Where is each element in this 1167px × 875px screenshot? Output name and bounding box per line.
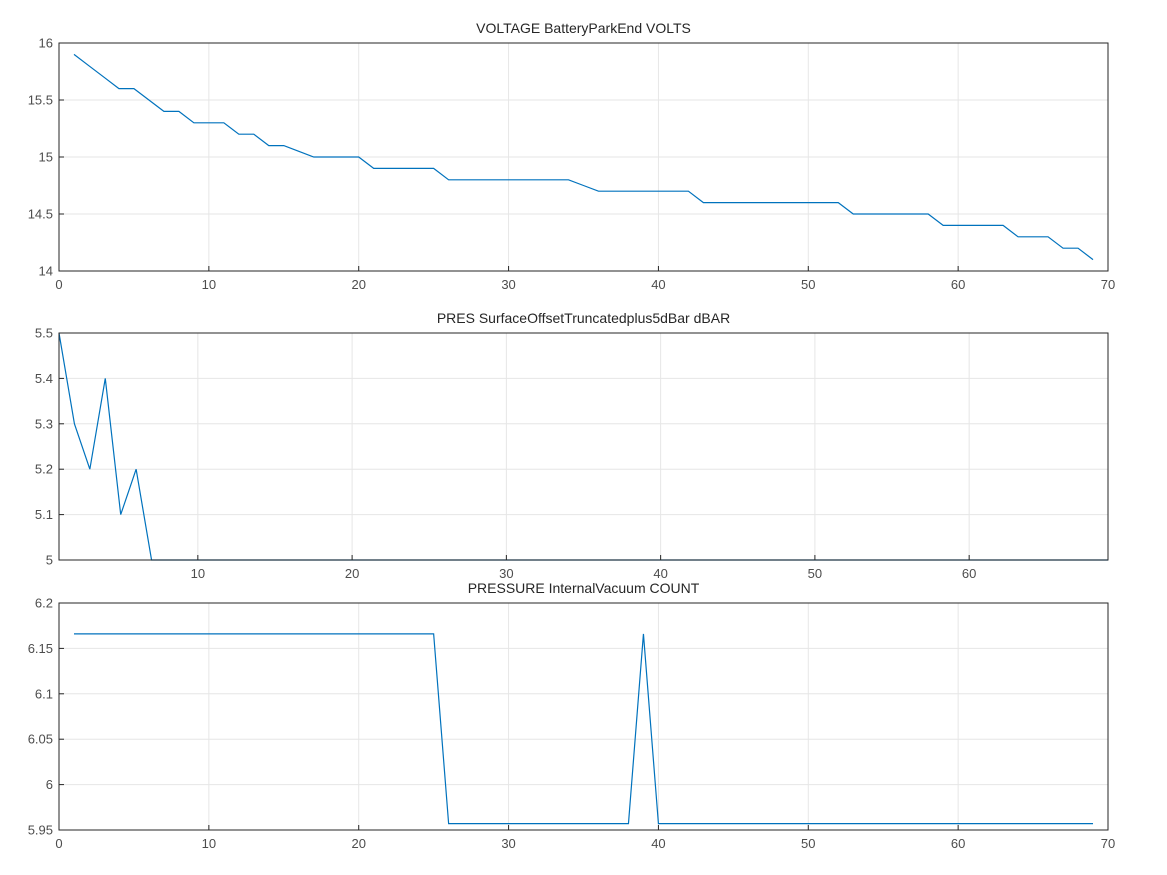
- y-tick-label: 14.5: [28, 207, 53, 222]
- x-tick-label: 20: [351, 836, 365, 851]
- x-tick-label: 50: [801, 277, 815, 292]
- y-tick-label: 5.1: [35, 507, 53, 522]
- y-tick-label: 6.1: [35, 686, 53, 701]
- y-tick-label: 16: [39, 36, 53, 51]
- y-tick-label: 14: [39, 264, 53, 279]
- x-tick-label: 60: [962, 566, 976, 581]
- y-tick-label: 6.05: [28, 732, 53, 747]
- y-tick-label: 5.3: [35, 416, 53, 431]
- x-tick-label: 70: [1101, 836, 1115, 851]
- x-tick-label: 0: [55, 277, 62, 292]
- y-tick-label: 6: [46, 777, 53, 792]
- x-tick-label: 30: [499, 566, 513, 581]
- x-tick-label: 70: [1101, 277, 1115, 292]
- y-tick-label: 15: [39, 150, 53, 165]
- x-tick-label: 10: [202, 277, 216, 292]
- chart-panel-2: 10 20 30 40 50 60 5 5.1 5.2 5.3 5.4 5.5 PRES Surface…: [35, 310, 1109, 581]
- x-tick-label: 60: [951, 836, 965, 851]
- axes-frame: [58, 602, 1109, 831]
- x-tick-label: 40: [651, 277, 665, 292]
- x-tick-label: 40: [653, 566, 667, 581]
- plot-area: [59, 333, 1108, 560]
- chart-title: VOLTAGE BatteryParkEnd VOLTS: [476, 20, 691, 36]
- x-tick-label: 30: [501, 277, 515, 292]
- plot-area: [59, 603, 1108, 830]
- y-tick-label: 5.95: [28, 823, 53, 838]
- x-tick-label: 40: [651, 836, 665, 851]
- series-line-1: [73, 633, 1094, 825]
- y-tick-label: 6.15: [28, 641, 53, 656]
- y-tick-label: 15.5: [28, 93, 53, 108]
- x-tick-label: 20: [351, 277, 365, 292]
- x-tick-label: 20: [345, 566, 359, 581]
- x-tick-label: 60: [951, 277, 965, 292]
- x-tick-label: 10: [191, 566, 205, 581]
- y-tick-label: 6.2: [35, 596, 53, 611]
- axes-frame: [58, 332, 1109, 561]
- y-tick-label: 5.5: [35, 326, 53, 341]
- series-line-1: [73, 53, 1094, 261]
- x-tick-label: 50: [801, 836, 815, 851]
- chart-panel-3: 0 10 20 30 40 50 60 70 5.95 6 6.05 6.1 6.15 6.2 PRESSU…: [28, 580, 1116, 851]
- y-tick-label: 5.2: [35, 462, 53, 477]
- x-tick-label: 30: [501, 836, 515, 851]
- chart-panel-1: 0 10 20 30 40 50 60 70 14 14.5 15 15.5 16 VOLTAGE Bat…: [28, 20, 1116, 292]
- chart-title: PRES SurfaceOffsetTruncatedplus5dBar dBA…: [437, 310, 730, 326]
- x-tick-label: 0: [55, 836, 62, 851]
- x-tick-label: 50: [808, 566, 822, 581]
- x-tick-label: 10: [202, 836, 216, 851]
- y-tick-label: 5: [46, 553, 53, 568]
- chart-title: PRESSURE InternalVacuum COUNT: [468, 580, 700, 596]
- y-tick-label: 5.4: [35, 371, 53, 386]
